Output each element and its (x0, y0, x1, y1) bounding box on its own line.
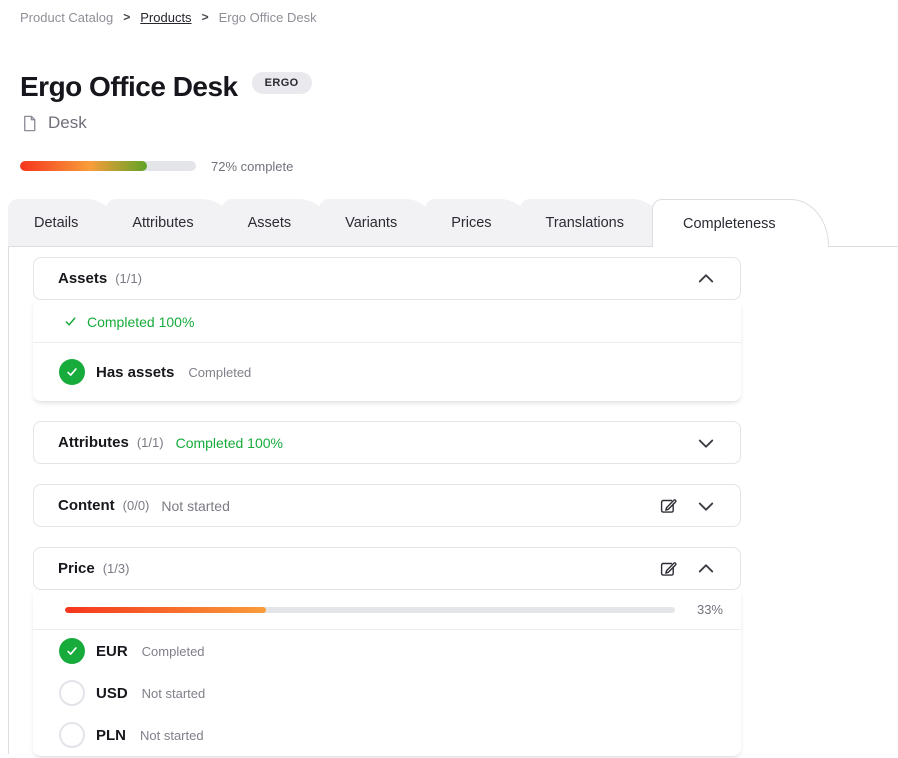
chevron-up-icon (696, 269, 716, 289)
item-row-usd: USD Not started (33, 672, 741, 714)
section-name: Content (58, 497, 115, 514)
section-status: Not started (161, 497, 230, 514)
tab-variants[interactable]: Variants (319, 199, 444, 246)
breadcrumb-item-current: Ergo Office Desk (218, 9, 317, 25)
product-badge: ERGO (251, 72, 312, 94)
tab-bar: Details Attributes Assets Variants Price… (0, 199, 898, 247)
tab-prices[interactable]: Prices (425, 199, 538, 246)
section-assets-body: Completed 100% Has assets Completed (33, 301, 741, 401)
edit-icon (658, 496, 678, 516)
item-row-has-assets: Has assets Completed (33, 343, 741, 401)
section-attributes-header[interactable]: Attributes (1/1) Completed 100% (33, 421, 741, 464)
item-label: EUR (96, 642, 128, 660)
template-label: Desk (48, 113, 87, 132)
item-row-eur: EUR Completed (33, 630, 741, 672)
completeness-progressbar (20, 161, 196, 171)
item-status: Completed (141, 643, 205, 659)
section-attributes: Attributes (1/1) Completed 100% (33, 421, 741, 464)
collapse-button[interactable] (696, 559, 716, 579)
breadcrumb-item-products[interactable]: Products (140, 9, 192, 25)
item-row-pln: PLN Not started (33, 714, 741, 756)
completeness-panel: Assets (1/1) Completed 100% (8, 246, 898, 756)
collapse-button[interactable] (696, 269, 716, 289)
edit-button[interactable] (658, 496, 678, 516)
item-status: Not started (141, 685, 206, 701)
breadcrumb-separator: > (201, 10, 209, 24)
status-empty-icon (59, 680, 85, 706)
item-status: Completed (188, 364, 252, 380)
section-price: Price (1/3) (33, 547, 741, 756)
item-label: USD (96, 684, 128, 702)
edit-icon (658, 559, 678, 579)
price-progress-fill (65, 606, 267, 613)
section-content-header[interactable]: Content (0/0) Not started (33, 484, 741, 527)
page-title: Ergo Office Desk (20, 71, 238, 102)
chevron-down-icon (696, 433, 716, 453)
section-count: (1/1) (136, 435, 164, 450)
breadcrumb: Product Catalog > Products > Ergo Office… (0, 0, 898, 25)
section-count: (1/1) (115, 271, 142, 286)
section-name: Price (58, 560, 95, 577)
chevron-down-icon (696, 496, 716, 516)
status-completed-icon (59, 359, 85, 385)
section-count: (0/0) (122, 498, 150, 513)
edit-button[interactable] (658, 559, 678, 579)
tab-assets[interactable]: Assets (221, 199, 338, 246)
breadcrumb-separator: > (123, 10, 131, 24)
status-empty-icon (59, 722, 85, 748)
expand-button[interactable] (696, 433, 716, 453)
file-icon (20, 114, 39, 133)
tab-completeness[interactable]: Completeness (651, 199, 829, 247)
section-assets-summary: Completed 100% (33, 301, 741, 343)
section-name: Attributes (58, 434, 129, 451)
expand-button[interactable] (696, 496, 716, 516)
section-name: Assets (58, 270, 108, 287)
section-assets: Assets (1/1) Completed 100% (33, 257, 741, 401)
item-status: Not started (140, 727, 204, 743)
item-label: PLN (96, 726, 126, 744)
tab-attributes[interactable]: Attributes (106, 199, 240, 246)
section-content: Content (0/0) Not started (33, 484, 741, 527)
section-price-body: 33% EUR Completed USD Not started PLN No… (33, 590, 741, 756)
section-price-header[interactable]: Price (1/3) (33, 547, 741, 590)
completeness-progress-row: 72% complete (20, 158, 898, 174)
status-completed-icon (59, 638, 85, 664)
completeness-progress-label: 72% complete (211, 158, 294, 174)
tab-details[interactable]: Details (8, 199, 125, 246)
tab-translations[interactable]: Translations (519, 199, 670, 246)
item-label: Has assets (96, 363, 175, 381)
price-progressbar (65, 606, 675, 613)
price-progress-row: 33% (33, 590, 741, 630)
page-header: Ergo Office Desk ERGO (20, 70, 898, 104)
section-status: Completed 100% (175, 434, 283, 451)
breadcrumb-item-product-catalog[interactable]: Product Catalog (20, 9, 114, 25)
section-assets-header[interactable]: Assets (1/1) (33, 257, 741, 300)
section-count: (1/3) (102, 561, 130, 576)
check-icon (63, 314, 78, 329)
chevron-up-icon (696, 559, 716, 579)
template-row: Desk (20, 113, 898, 133)
completeness-progress-fill (20, 161, 147, 171)
summary-label: Completed 100% (87, 313, 195, 330)
price-progress-label: 33% (696, 602, 723, 617)
